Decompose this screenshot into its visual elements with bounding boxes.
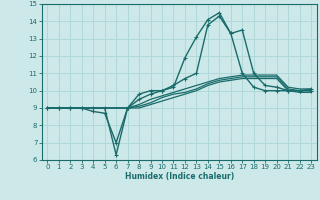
X-axis label: Humidex (Indice chaleur): Humidex (Indice chaleur) [124, 172, 234, 181]
